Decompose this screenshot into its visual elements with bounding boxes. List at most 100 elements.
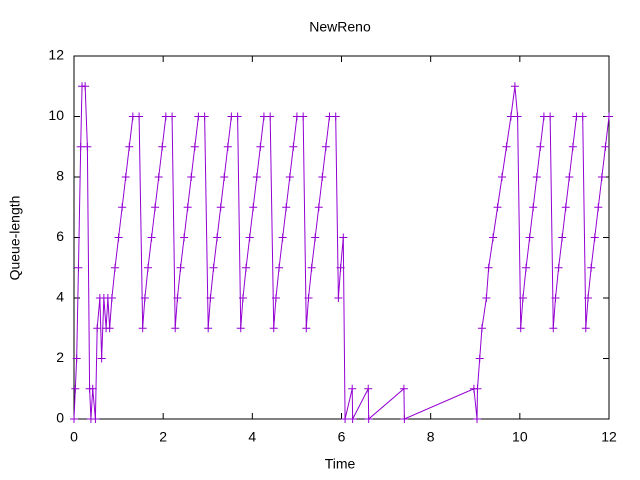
point-marker xyxy=(245,233,254,242)
y-tick-label: 8 xyxy=(56,168,64,184)
point-marker xyxy=(220,173,229,181)
point-marker xyxy=(364,415,373,423)
y-tick-label: 6 xyxy=(56,228,64,244)
point-marker xyxy=(135,112,144,121)
point-marker xyxy=(289,142,298,151)
point-marker xyxy=(339,233,348,242)
point-marker xyxy=(529,203,538,212)
point-marker xyxy=(176,263,185,272)
point-marker xyxy=(484,263,493,272)
point-marker xyxy=(76,142,85,151)
point-marker xyxy=(565,173,574,181)
point-marker xyxy=(341,415,350,423)
point-marker xyxy=(282,203,291,212)
y-tick-label: 12 xyxy=(48,47,64,63)
point-marker xyxy=(83,142,92,151)
point-marker xyxy=(605,112,613,121)
point-marker xyxy=(125,142,134,151)
point-marker xyxy=(223,142,232,151)
x-axis-label: Time xyxy=(325,456,356,472)
point-marker xyxy=(311,233,320,242)
point-marker xyxy=(334,294,343,302)
point-marker xyxy=(252,173,261,181)
y-axis-label: Queue-length xyxy=(7,196,23,281)
point-marker xyxy=(510,82,519,91)
point-marker xyxy=(477,324,486,333)
point-marker xyxy=(331,112,340,121)
point-marker xyxy=(138,324,147,333)
point-marker xyxy=(173,294,182,302)
point-marker xyxy=(525,233,534,242)
point-marker xyxy=(147,233,156,242)
point-marker xyxy=(158,142,167,151)
point-marker xyxy=(532,173,541,181)
point-marker xyxy=(597,173,606,181)
point-marker xyxy=(266,112,275,121)
point-marker xyxy=(200,112,209,121)
point-marker xyxy=(151,203,160,212)
point-marker xyxy=(206,294,215,302)
point-marker xyxy=(522,263,531,272)
point-marker xyxy=(518,294,527,302)
x-tick-label: 0 xyxy=(70,429,78,445)
y-tick-label: 4 xyxy=(56,289,64,305)
point-marker xyxy=(209,263,218,272)
x-tick-label: 2 xyxy=(159,429,167,445)
y-tick-label: 2 xyxy=(56,349,64,365)
x-tick-label: 4 xyxy=(248,429,256,445)
point-marker xyxy=(482,294,491,302)
point-marker xyxy=(594,203,603,212)
point-marker xyxy=(513,112,522,121)
point-marker xyxy=(590,233,599,242)
point-marker xyxy=(107,294,116,302)
point-marker xyxy=(144,263,153,272)
point-marker xyxy=(140,294,149,302)
point-marker xyxy=(364,384,373,393)
point-marker xyxy=(168,112,177,121)
point-marker xyxy=(278,233,287,242)
point-marker xyxy=(111,263,120,272)
point-marker xyxy=(114,233,123,242)
point-marker xyxy=(72,354,81,363)
point-marker xyxy=(213,233,222,242)
point-marker xyxy=(318,173,327,181)
point-marker xyxy=(271,294,280,302)
point-marker xyxy=(321,142,330,151)
point-marker xyxy=(190,142,199,151)
point-marker xyxy=(546,112,555,121)
point-marker xyxy=(473,415,482,423)
point-marker xyxy=(70,415,78,423)
point-marker xyxy=(242,263,251,272)
point-marker xyxy=(584,294,593,302)
y-tick-label: 10 xyxy=(48,107,64,123)
point-marker xyxy=(489,233,498,242)
point-marker xyxy=(549,324,558,333)
point-marker xyxy=(348,415,357,423)
point-marker xyxy=(336,263,345,272)
y-tick-label: 0 xyxy=(56,410,64,426)
point-marker xyxy=(81,82,90,91)
point-marker xyxy=(238,294,247,302)
point-marker xyxy=(493,203,502,212)
point-marker xyxy=(561,203,570,212)
point-marker xyxy=(568,142,577,151)
point-marker xyxy=(348,384,357,393)
point-marker xyxy=(498,173,506,181)
point-marker xyxy=(578,112,587,121)
series-line xyxy=(73,85,610,421)
x-tick-label: 6 xyxy=(338,429,346,445)
point-marker xyxy=(581,324,590,333)
point-marker xyxy=(93,324,102,333)
point-marker xyxy=(121,173,130,181)
point-marker xyxy=(536,142,545,151)
point-marker xyxy=(91,415,100,423)
x-tick-label: 12 xyxy=(601,429,617,445)
point-marker xyxy=(285,173,294,181)
point-marker xyxy=(105,324,114,333)
point-marker xyxy=(236,324,245,333)
point-marker xyxy=(204,324,213,333)
point-marker xyxy=(502,142,511,151)
point-marker xyxy=(97,354,106,363)
point-marker xyxy=(473,384,482,393)
